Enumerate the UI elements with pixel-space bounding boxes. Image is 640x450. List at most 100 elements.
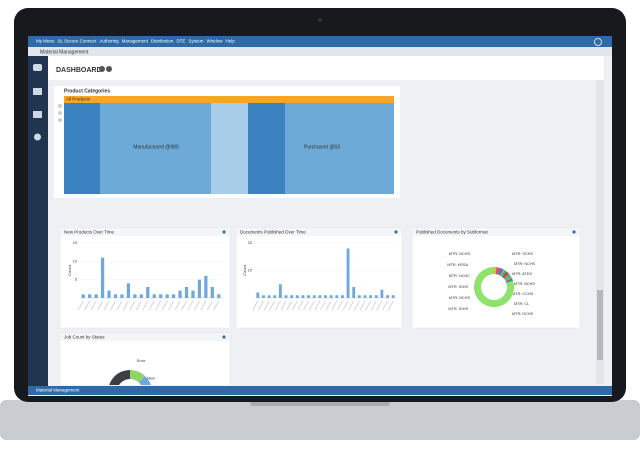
- radio[interactable]: [58, 111, 62, 115]
- bar[interactable]: [391, 295, 395, 298]
- bar[interactable]: [197, 279, 202, 298]
- bar[interactable]: [152, 294, 156, 298]
- donut-slice[interactable]: [505, 277, 513, 282]
- bar[interactable]: [94, 294, 98, 298]
- menu-item[interactable]: System: [188, 39, 203, 44]
- donut-slice[interactable]: [500, 269, 505, 277]
- donut-slice[interactable]: [494, 267, 497, 275]
- nav-settings[interactable]: [34, 133, 41, 141]
- radio[interactable]: [58, 118, 62, 122]
- donut-slice[interactable]: [138, 375, 152, 390]
- bar[interactable]: [159, 294, 163, 298]
- bar[interactable]: [284, 295, 288, 298]
- menu-item[interactable]: My Menu: [36, 39, 55, 44]
- bar[interactable]: [113, 294, 118, 298]
- treemap-block[interactable]: [211, 103, 248, 194]
- bar[interactable]: [301, 295, 305, 298]
- donut-slice[interactable]: [505, 278, 513, 283]
- bar[interactable]: [146, 287, 150, 298]
- bar[interactable]: [178, 290, 182, 298]
- bar[interactable]: [335, 295, 339, 298]
- donut-slice[interactable]: [473, 267, 514, 307]
- x-tick: [370, 300, 377, 311]
- donut-slice[interactable]: [504, 275, 512, 281]
- bar[interactable]: [324, 295, 327, 298]
- nav-list[interactable]: [33, 88, 42, 95]
- bar[interactable]: [126, 283, 131, 298]
- nav-list[interactable]: [33, 111, 42, 118]
- panel-settings[interactable]: [222, 230, 226, 234]
- x-tick: [382, 300, 388, 311]
- bar[interactable]: [171, 294, 176, 298]
- treemap-block[interactable]: [64, 103, 100, 194]
- scrollbar[interactable]: [596, 80, 604, 384]
- panel-settings[interactable]: [394, 230, 398, 234]
- bar[interactable]: [139, 294, 143, 298]
- bar[interactable]: [133, 294, 137, 298]
- bar[interactable]: [267, 295, 271, 298]
- donut-slice[interactable]: [502, 271, 509, 279]
- bar[interactable]: [107, 290, 111, 298]
- scroll-thumb[interactable]: [597, 290, 603, 360]
- bar[interactable]: [307, 295, 310, 298]
- bar[interactable]: [184, 287, 189, 298]
- radio[interactable]: [58, 104, 62, 108]
- gear-icon[interactable]: [99, 66, 105, 72]
- bar[interactable]: [81, 294, 85, 298]
- bar[interactable]: [357, 295, 361, 298]
- bar[interactable]: [341, 295, 344, 298]
- donut-slice[interactable]: [500, 270, 507, 277]
- window-tab[interactable]: Material Management: [40, 49, 89, 55]
- bar[interactable]: [386, 295, 389, 298]
- bar[interactable]: [295, 295, 299, 298]
- bar[interactable]: [88, 294, 92, 298]
- bar[interactable]: [369, 295, 373, 298]
- bar[interactable]: [165, 294, 169, 298]
- menu-item[interactable]: DTE: [176, 39, 185, 44]
- bar[interactable]: [278, 284, 282, 298]
- bar[interactable]: [374, 295, 378, 298]
- bar[interactable]: [352, 287, 356, 298]
- filter-bar[interactable]: [64, 96, 394, 103]
- donut-slice[interactable]: [497, 267, 502, 275]
- treemap-block[interactable]: [285, 103, 394, 194]
- treemap-block[interactable]: [248, 103, 285, 194]
- menu-item[interactable]: Authoring: [99, 39, 119, 44]
- bar[interactable]: [363, 295, 367, 298]
- nav-dashboard[interactable]: [33, 64, 42, 71]
- menu-item[interactable]: Management: [122, 39, 149, 44]
- bar[interactable]: [290, 295, 294, 298]
- bar[interactable]: [346, 248, 350, 299]
- bar[interactable]: [318, 295, 322, 298]
- x-tick: [376, 300, 383, 311]
- bar[interactable]: [380, 289, 384, 298]
- bar[interactable]: [262, 295, 265, 298]
- menu-item[interactable]: Help: [225, 39, 235, 44]
- panel-settings[interactable]: [572, 230, 576, 234]
- menu-item[interactable]: Window: [206, 39, 223, 44]
- menu-item[interactable]: SL Secure Connect: [58, 39, 98, 44]
- x-tick: [286, 300, 292, 311]
- bar[interactable]: [120, 294, 124, 298]
- bar[interactable]: [100, 257, 105, 298]
- bar[interactable]: [312, 295, 316, 298]
- slice-label: MTR: CL: [514, 302, 529, 306]
- treemap-block[interactable]: [100, 103, 211, 194]
- donut-slice[interactable]: [506, 279, 514, 283]
- donut-slice[interactable]: [495, 267, 499, 275]
- donut-slice[interactable]: [130, 370, 146, 383]
- bar[interactable]: [273, 295, 277, 298]
- gear-icon[interactable]: [106, 66, 112, 72]
- bar[interactable]: [256, 292, 260, 299]
- donut-slice[interactable]: [108, 370, 152, 414]
- bar[interactable]: [329, 295, 333, 298]
- y-tick-label: 5: [75, 278, 77, 282]
- donut-slice[interactable]: [503, 273, 511, 280]
- menu-item[interactable]: Distribution: [151, 39, 174, 44]
- donut-slice[interactable]: [498, 268, 504, 276]
- bar[interactable]: [217, 294, 221, 298]
- bar[interactable]: [191, 290, 195, 298]
- bar[interactable]: [210, 287, 214, 298]
- panel-settings[interactable]: [222, 335, 226, 339]
- bar[interactable]: [204, 276, 208, 298]
